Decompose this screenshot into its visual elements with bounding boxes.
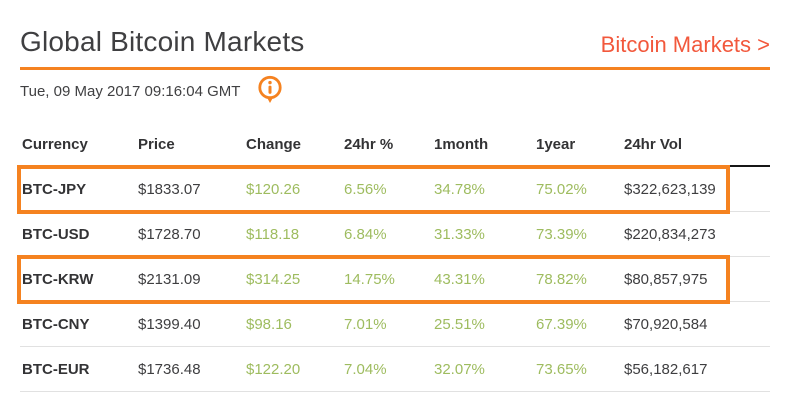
column-header-24hr: 24hr % xyxy=(344,136,394,153)
column-header-price: Price xyxy=(138,136,175,153)
column-header-change: Change xyxy=(246,136,302,153)
cell-24hr-pct: 14.75% xyxy=(344,270,395,288)
info-icon[interactable] xyxy=(255,75,285,108)
table-row: BTC-CNY $1399.40 $98.16 7.01% 25.51% 67.39% $7… xyxy=(20,302,770,347)
cell-24hr-vol: $220,834,273 xyxy=(624,225,716,243)
column-header-1month: 1month xyxy=(434,136,489,153)
cell-price: $1833.07 xyxy=(138,180,201,198)
cell-price: $1736.48 xyxy=(138,360,201,378)
cell-24hr-vol: $322,623,139 xyxy=(624,180,716,198)
timestamp: Tue, 09 May 2017 09:16:04 GMT xyxy=(20,82,241,100)
table-body: BTC-JPY $1833.07 $120.26 6.56% 34.78% 75.02% $… xyxy=(17,165,770,392)
cell-1year: 73.39% xyxy=(536,225,587,243)
cell-currency: BTC-EUR xyxy=(22,360,90,378)
table-row: BTC-KRW $2131.09 $314.25 14.75% 43.31% 78.82%… xyxy=(17,255,770,304)
column-header-currency: Currency xyxy=(22,136,88,153)
table-row: BTC-USD $1728.70 $118.18 6.84% 31.33% 73.39% $… xyxy=(20,212,770,257)
cell-1month: 34.78% xyxy=(434,180,485,198)
cell-price: $1728.70 xyxy=(138,225,201,243)
cell-24hr-vol: $80,857,975 xyxy=(624,270,708,288)
column-header-24hr-vol: 24hr Vol xyxy=(624,136,683,153)
cell-1year: 75.02% xyxy=(536,180,587,198)
cell-price: $1399.40 xyxy=(138,315,201,333)
column-header-1year: 1year xyxy=(536,136,576,153)
cell-change: $314.25 xyxy=(246,270,301,288)
table-header-row: Currency Price Change 24hr % 1month 1year 24hr… xyxy=(20,124,770,167)
cell-1month: 32.07% xyxy=(434,360,485,378)
markets-table: Currency Price Change 24hr % 1month 1year 24hr… xyxy=(17,124,770,392)
page-title: Global Bitcoin Markets xyxy=(20,26,305,57)
cell-24hr-vol: $70,920,584 xyxy=(624,315,708,333)
page-header: Global Bitcoin Markets Bitcoin Markets > xyxy=(20,14,770,58)
cell-1year: 67.39% xyxy=(536,315,587,333)
table-row: BTC-EUR $1736.48 $122.20 7.04% 32.07% 73.65% $… xyxy=(20,347,770,392)
cell-currency: BTC-JPY xyxy=(22,180,87,198)
cell-change: $98.16 xyxy=(246,315,292,333)
cell-currency: BTC-CNY xyxy=(22,315,90,333)
cell-change: $118.18 xyxy=(246,225,300,243)
cell-1month: 43.31% xyxy=(434,270,485,288)
cell-1month: 31.33% xyxy=(434,225,485,243)
title-underline-divider xyxy=(20,67,770,70)
cell-1month: 25.51% xyxy=(434,315,485,333)
table-row: BTC-JPY $1833.07 $120.26 6.56% 34.78% 75.02% $… xyxy=(17,165,770,214)
cell-24hr-vol: $56,182,617 xyxy=(624,360,708,378)
cell-change: $122.20 xyxy=(246,360,301,378)
cell-24hr-pct: 6.56% xyxy=(344,180,387,198)
timestamp-row: Tue, 09 May 2017 09:16:04 GMT xyxy=(20,75,770,107)
cell-1year: 73.65% xyxy=(536,360,587,378)
cell-1year: 78.82% xyxy=(536,270,587,288)
cell-price: $2131.09 xyxy=(138,270,201,288)
cell-change: $120.26 xyxy=(246,180,301,198)
cell-24hr-pct: 7.04% xyxy=(344,360,387,378)
bitcoin-markets-link[interactable]: Bitcoin Markets > xyxy=(600,32,770,57)
cell-24hr-pct: 6.84% xyxy=(344,225,387,243)
cell-currency: BTC-USD xyxy=(22,225,90,243)
cell-currency: BTC-KRW xyxy=(22,270,94,288)
cell-24hr-pct: 7.01% xyxy=(344,315,387,333)
